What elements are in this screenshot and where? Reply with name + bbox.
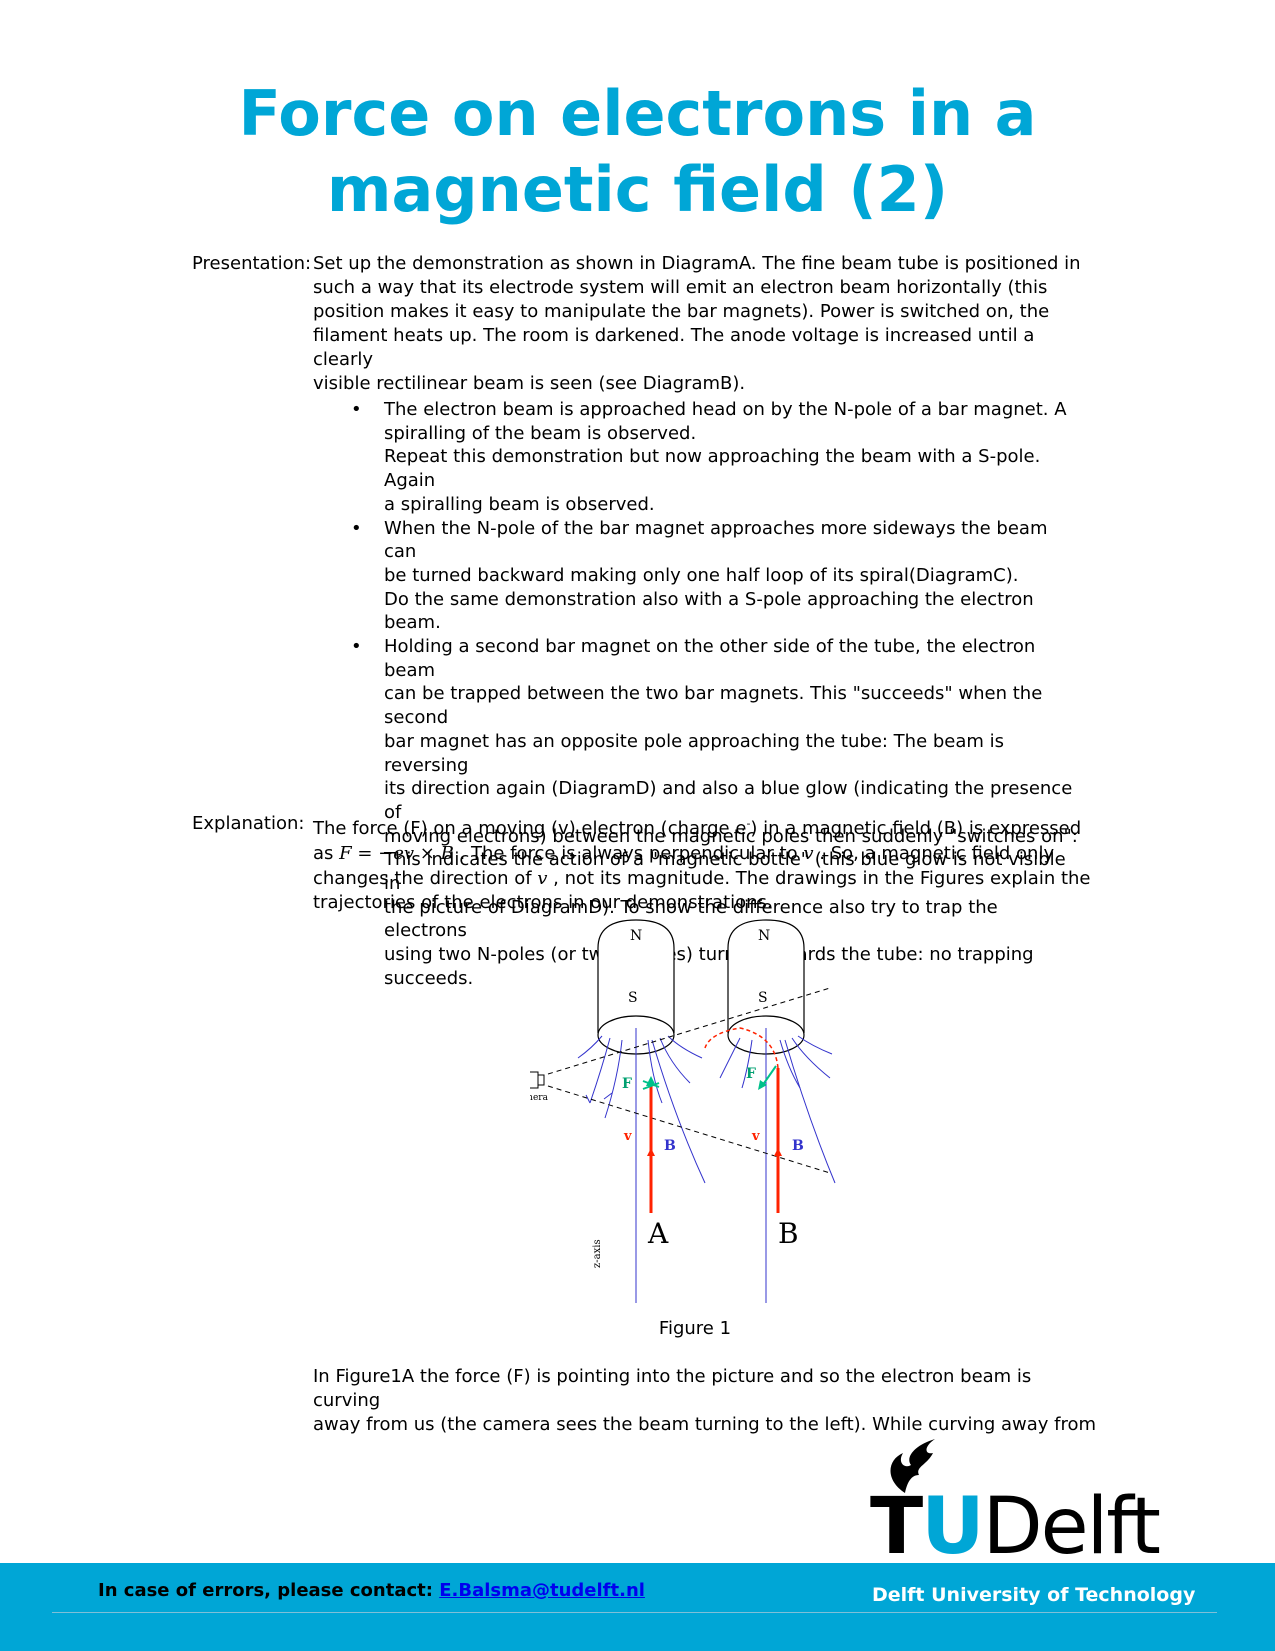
electron-beam-a: F v B [622, 1076, 676, 1213]
pole-label-s: S [758, 990, 768, 1006]
figure-1-diagram: N S N S camera [530, 919, 836, 1303]
bullet-line: Holding a second bar magnet on the other… [384, 636, 1036, 681]
lorentz-formula: F = −ev × B [339, 843, 454, 864]
velocity-label: v [751, 1129, 760, 1144]
pole-label-n: N [630, 928, 642, 944]
field-lines-a [577, 1028, 706, 1303]
bullet-line: Repeat this demonstration but now approa… [384, 446, 1041, 492]
explanation-label: Explanation: [192, 813, 305, 834]
velocity-label: v [623, 1129, 632, 1144]
charge-sign: - [746, 817, 751, 830]
bullet-item: • The electron beam is approached head o… [192, 398, 1084, 517]
after-figure-paragraph: In Figure1A the force (F) is pointing in… [313, 1365, 1103, 1437]
field-label: B [664, 1138, 676, 1154]
contact-label: In case of errors, please contact: [98, 1580, 440, 1601]
bullet-item: • Holding a second bar magnet on the oth… [192, 635, 1084, 991]
bullet-item: • When the N-pole of the bar magnet appr… [192, 517, 1084, 636]
presentation-section: Presentation: Set up the demonstration a… [192, 252, 1092, 394]
bullet-line: moving electrons) between the magnetic p… [384, 825, 1078, 847]
figure-caption: Figure 1 [658, 1318, 732, 1339]
explanation-line: as F = −ev × B . The force is always per… [313, 841, 1093, 867]
bullet-line: using two N-poles (or two S-poles) turne… [384, 944, 1034, 966]
flame-icon [890, 1439, 935, 1493]
camera-view-lines [547, 987, 831, 1174]
explanation-text: . So, a magnetic field only [813, 843, 1055, 864]
bullet-dot-icon: • [351, 517, 362, 539]
pole-label-n: N [758, 928, 770, 944]
bullet-line: Do the same demonstration also with a S-… [384, 588, 1034, 634]
bullet-line: spiralling of the beam is observed. [384, 422, 697, 444]
presentation-label: Presentation: [192, 253, 312, 274]
bullet-line: a spiralling beam is observed. [384, 493, 655, 515]
bullet-line: its direction again (DiagramD) and also … [384, 778, 1073, 823]
bullet-line: bar magnet has an opposite pole approach… [384, 730, 1005, 776]
bullet-dot-icon: • [351, 636, 362, 658]
page-title: Force on electrons in a magnetic field (… [0, 76, 1275, 228]
explanation-text: , not its magnitude. The drawings in the… [547, 868, 1091, 889]
tudelft-logo: TUDelft [870, 1425, 1190, 1567]
presentation-line: such a way that its electrode system wil… [313, 277, 1048, 298]
bullet-dot-icon: • [351, 399, 362, 420]
paragraph-line: In Figure1A the force (F) is pointing in… [313, 1366, 1032, 1411]
velocity-symbol: v [803, 843, 814, 864]
bullet-line: This indicates the action of a "magnetic… [384, 849, 1066, 895]
footer-contact: In case of errors, please contact: E.Bal… [98, 1580, 645, 1601]
panel-label-b: B [778, 1217, 799, 1250]
bullet-line: be turned backward making only one half … [384, 564, 1019, 586]
camera-icon: camera [530, 1071, 549, 1103]
explanation-line: The force (F) on a moving (v) electron (… [313, 812, 1093, 841]
bullet-line: succeeds. [384, 967, 474, 989]
bullet-line: When the N-pole of the bar magnet approa… [384, 517, 1048, 563]
force-label: F [746, 1066, 756, 1082]
explanation-paragraph: The force (F) on a moving (v) electron (… [313, 812, 1093, 915]
presentation-line: position makes it easy to manipulate the… [313, 301, 1050, 322]
logo-letter-u: U [921, 1482, 984, 1572]
explanation-line: changes the direction of v , not its mag… [313, 867, 1093, 891]
presentation-line: Set up the demonstration as shown in Dia… [313, 253, 1081, 274]
explanation-text: changes the direction of [313, 868, 538, 889]
bullet-line: The electron beam is approached head on … [384, 399, 1067, 420]
explanation-section: Explanation: The force (F) on a moving (… [192, 812, 1093, 915]
footer-bar: In case of errors, please contact: E.Bal… [0, 1563, 1275, 1651]
explanation-text: . The force is always perpendicular to [453, 843, 804, 864]
presentation-line: visible rectilinear beam is seen (see Di… [313, 373, 746, 394]
velocity-symbol: v [537, 868, 548, 889]
logo-letter-t: T [870, 1482, 923, 1572]
logo-word-delft: Delft [982, 1482, 1161, 1572]
explanation-text: as [313, 843, 340, 864]
presentation-paragraph: Set up the demonstration as shown in Dia… [313, 252, 1093, 396]
logo-wordmark: TUDelft [870, 1487, 1161, 1567]
title-line-2: magnetic field (2) [326, 153, 949, 226]
panel-label-a: A [647, 1217, 669, 1250]
presentation-line: filament heats up. The room is darkened.… [313, 325, 1035, 370]
z-axis-label: z-axis [592, 1239, 603, 1268]
explanation-text: ) in a magnetic field (B) is expressed [750, 818, 1082, 839]
field-lines-b [719, 1028, 836, 1303]
force-label: F [622, 1076, 632, 1092]
contact-email-link[interactable]: E.Balsma@tudelft.nl [439, 1580, 645, 1601]
footer-divider [52, 1612, 1217, 1613]
bullet-line: can be trapped between the two bar magne… [384, 683, 1043, 729]
explanation-line: trajectories of the electrons in our dem… [313, 892, 773, 913]
bullet-line: the picture of DiagramD). To show the di… [384, 896, 998, 942]
field-label: B [792, 1138, 804, 1154]
presentation-bullet-list: • The electron beam is approached head o… [192, 398, 1092, 991]
paragraph-line: away from us (the camera sees the beam t… [313, 1414, 1097, 1435]
pole-label-s: S [628, 990, 638, 1006]
explanation-text: The force (F) on a moving (v) electron (… [313, 818, 747, 839]
title-line-1: Force on electrons in a [238, 77, 1037, 150]
electron-beam-b: F v B [704, 1027, 804, 1213]
camera-label: camera [530, 1093, 549, 1103]
university-name: Delft University of Technology [872, 1584, 1196, 1606]
